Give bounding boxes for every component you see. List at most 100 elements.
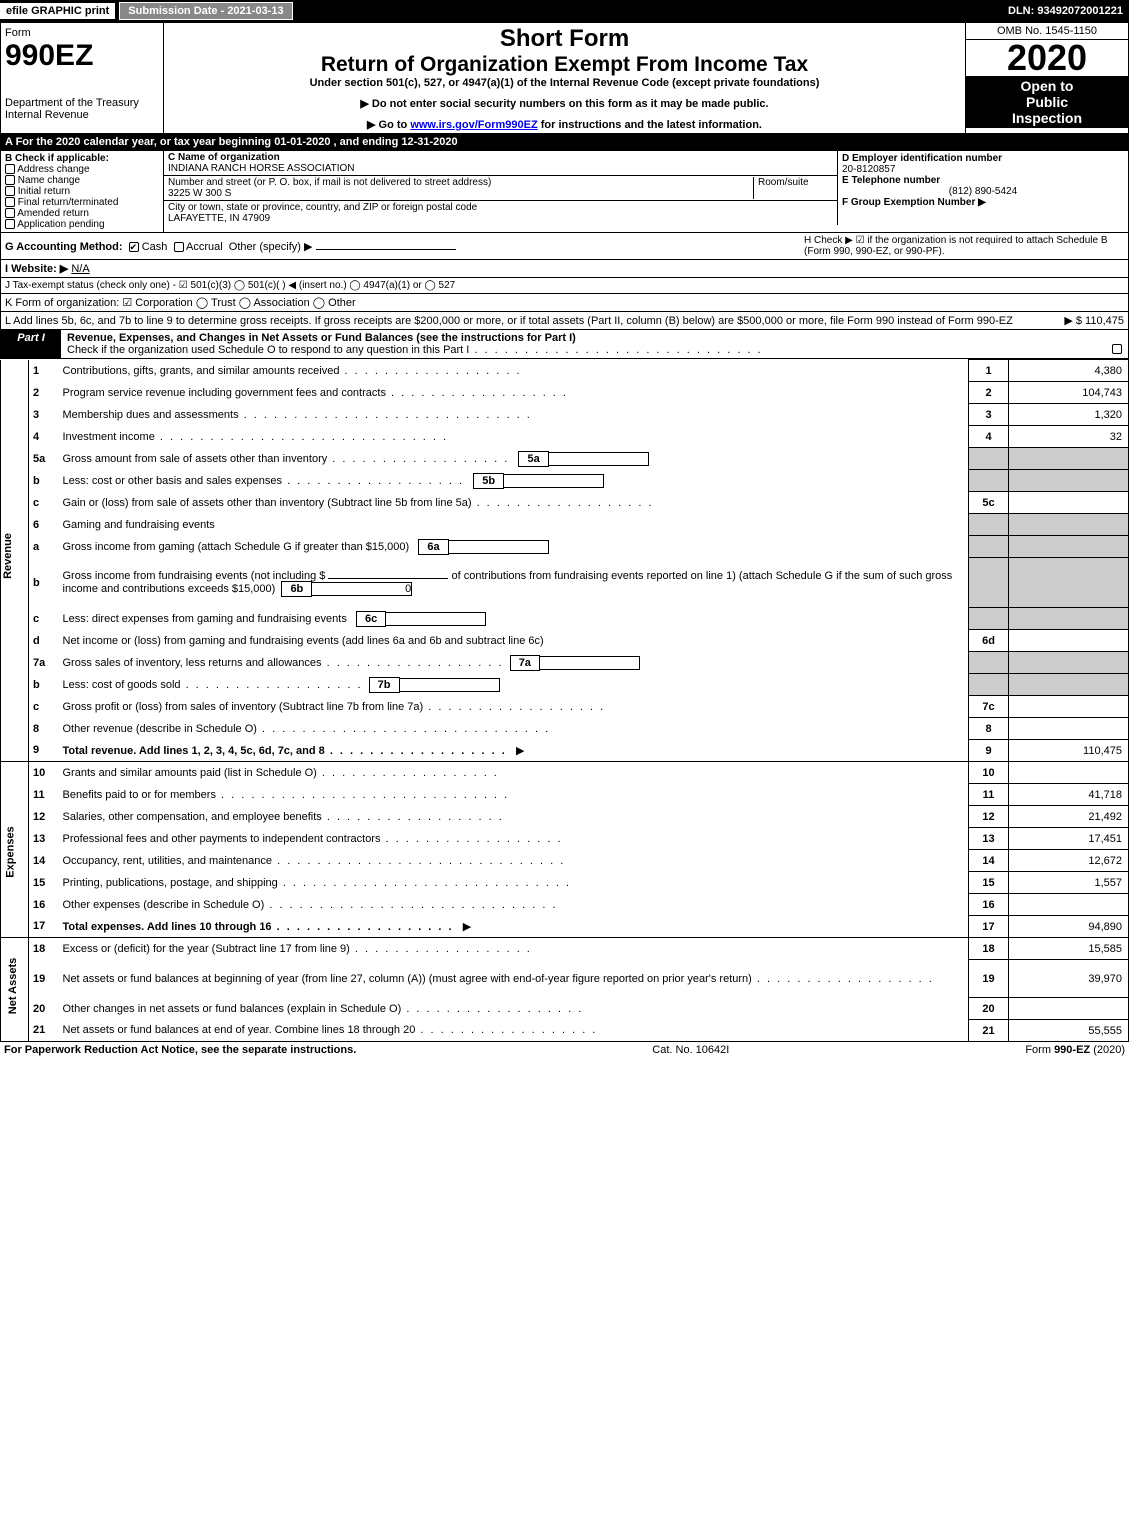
- line13-val: 17,451: [1009, 828, 1129, 850]
- tax-year-row: A For the 2020 calendar year, or tax yea…: [0, 134, 1129, 151]
- chk-cash[interactable]: [129, 242, 139, 252]
- line17-desc: Total expenses. Add lines 10 through 16: [63, 921, 454, 933]
- g-label: G Accounting Method:: [5, 241, 123, 253]
- part1-header: Part I Revenue, Expenses, and Changes in…: [0, 330, 1129, 359]
- line12-val: 21,492: [1009, 806, 1129, 828]
- dept-label: Department of the Treasury Internal Reve…: [5, 97, 159, 121]
- line6c-desc: Less: direct expenses from gaming and fu…: [63, 613, 347, 625]
- line6a-box: 6a: [418, 539, 448, 555]
- row-gh: G Accounting Method: Cash Accrual Other …: [0, 233, 1129, 260]
- line6d-val: [1009, 630, 1129, 652]
- efile-print-button[interactable]: efile GRAPHIC print: [0, 3, 115, 19]
- line2-desc: Program service revenue including govern…: [59, 382, 969, 404]
- box-b-title: B Check if applicable:: [5, 153, 109, 164]
- org-name: INDIANA RANCH HORSE ASSOCIATION: [168, 163, 355, 174]
- line5a-desc: Gross amount from sale of assets other t…: [63, 453, 510, 465]
- line16-val: [1009, 894, 1129, 916]
- line4-num: 4: [969, 426, 1009, 448]
- irs-link[interactable]: www.irs.gov/Form990EZ: [410, 119, 537, 131]
- lbl-final-return: Final return/terminated: [18, 197, 119, 208]
- line11-val: 41,718: [1009, 784, 1129, 806]
- chk-final-return[interactable]: [5, 197, 15, 207]
- lbl-address-change: Address change: [17, 164, 89, 175]
- line16-desc: Other expenses (describe in Schedule O): [59, 894, 969, 916]
- chk-address-change[interactable]: [5, 164, 15, 174]
- website-value: N/A: [71, 263, 89, 275]
- ssn-note: ▶ Do not enter social security numbers o…: [170, 97, 959, 110]
- lbl-amended-return: Amended return: [17, 208, 89, 219]
- line6b-box: 6b: [281, 581, 312, 597]
- line11-desc: Benefits paid to or for members: [59, 784, 969, 806]
- line10-val: [1009, 762, 1129, 784]
- chk-accrual[interactable]: [174, 242, 184, 252]
- submission-date-label: Submission Date - 2021-03-13: [119, 2, 292, 20]
- side-net-assets: Net Assets: [7, 958, 19, 1014]
- line10-desc: Grants and similar amounts paid (list in…: [59, 762, 969, 784]
- line7c-num: 7c: [969, 696, 1009, 718]
- c-label: C Name of organization: [168, 152, 280, 163]
- line5b-desc: Less: cost or other basis and sales expe…: [63, 475, 465, 487]
- line3-num: 3: [969, 404, 1009, 426]
- row-k: K Form of organization: ☑ Corporation ◯ …: [0, 294, 1129, 312]
- row-j: J Tax-exempt status (check only one) - ☑…: [0, 278, 1129, 294]
- line14-val: 12,672: [1009, 850, 1129, 872]
- line12-desc: Salaries, other compensation, and employ…: [59, 806, 969, 828]
- line2-val: 104,743: [1009, 382, 1129, 404]
- line5b-box: 5b: [473, 473, 504, 489]
- chk-name-change[interactable]: [5, 175, 15, 185]
- line9-num: 9: [969, 740, 1009, 762]
- line18-val: 15,585: [1009, 938, 1129, 960]
- line3-val: 1,320: [1009, 404, 1129, 426]
- line7c-desc: Gross profit or (loss) from sales of inv…: [59, 696, 969, 718]
- line8-num: 8: [969, 718, 1009, 740]
- line14-num: 14: [969, 850, 1009, 872]
- line1-desc: Contributions, gifts, grants, and simila…: [59, 360, 969, 382]
- i-label: I Website: ▶: [5, 262, 68, 275]
- footer-mid: Cat. No. 10642I: [652, 1044, 729, 1056]
- line18-num: 18: [969, 938, 1009, 960]
- line20-desc: Other changes in net assets or fund bala…: [59, 998, 969, 1020]
- identity-box: B Check if applicable: Address change Na…: [0, 151, 1129, 233]
- line6b-val: 0: [312, 582, 412, 596]
- line9-val: 110,475: [1009, 740, 1129, 762]
- line16-num: 16: [969, 894, 1009, 916]
- return-title: Return of Organization Exempt From Incom…: [170, 53, 959, 77]
- e-label: E Telephone number: [842, 175, 940, 186]
- line21-num: 21: [969, 1020, 1009, 1042]
- line7a-desc: Gross sales of inventory, less returns a…: [63, 657, 504, 669]
- form-number: 990EZ: [5, 39, 159, 73]
- line5c-num: 5c: [969, 492, 1009, 514]
- chk-amended-return[interactable]: [5, 208, 15, 218]
- line20-num: 20: [969, 998, 1009, 1020]
- goto-note: ▶ Go to www.irs.gov/Form990EZ for instru…: [170, 118, 959, 131]
- line19-num: 19: [969, 960, 1009, 998]
- phone-value: (812) 890-5424: [842, 186, 1124, 197]
- f-label: F Group Exemption Number ▶: [842, 197, 986, 208]
- side-expenses: Expenses: [5, 826, 17, 877]
- side-revenue: Revenue: [2, 533, 14, 579]
- line21-desc: Net assets or fund balances at end of ye…: [59, 1020, 969, 1042]
- subtitle: Under section 501(c), 527, or 4947(a)(1)…: [170, 77, 959, 89]
- line17-val: 94,890: [1009, 916, 1129, 938]
- line1-val: 4,380: [1009, 360, 1129, 382]
- line6b-desc1: Gross income from fundraising events (no…: [63, 570, 326, 582]
- line21-val: 55,555: [1009, 1020, 1129, 1042]
- row-i: I Website: ▶ N/A: [0, 260, 1129, 278]
- chk-schedule-o[interactable]: [1112, 344, 1122, 354]
- inspect-1: Open to: [968, 78, 1126, 94]
- line20-val: [1009, 998, 1129, 1020]
- l-text: L Add lines 5b, 6c, and 7b to line 9 to …: [5, 315, 1064, 327]
- lbl-other: Other (specify) ▶: [229, 241, 313, 253]
- inspect-2: Public: [968, 94, 1126, 110]
- line19-desc: Net assets or fund balances at beginning…: [59, 960, 969, 998]
- chk-initial-return[interactable]: [5, 186, 15, 196]
- chk-application-pending[interactable]: [5, 219, 15, 229]
- line11-num: 11: [969, 784, 1009, 806]
- h-text: H Check ▶ ☑ if the organization is not r…: [804, 235, 1124, 257]
- lbl-initial-return: Initial return: [18, 186, 70, 197]
- line2-num: 2: [969, 382, 1009, 404]
- room-label: Room/suite: [753, 177, 833, 199]
- lbl-cash: Cash: [142, 241, 168, 253]
- line13-desc: Professional fees and other payments to …: [59, 828, 969, 850]
- footer-left: For Paperwork Reduction Act Notice, see …: [4, 1044, 356, 1056]
